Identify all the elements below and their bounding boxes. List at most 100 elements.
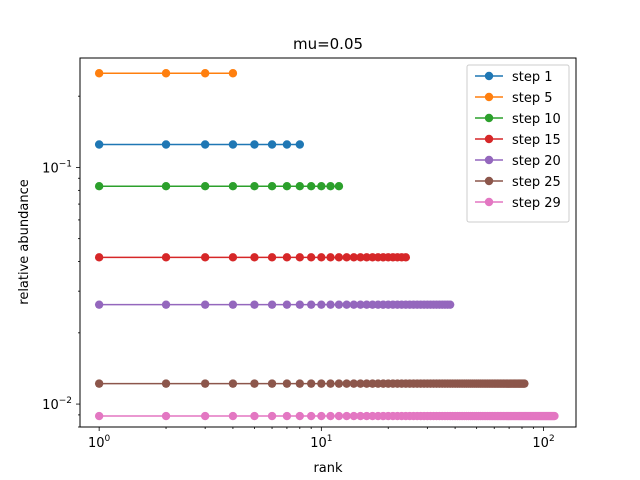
data-point — [282, 140, 292, 149]
series-3 — [94, 182, 344, 191]
legend-marker — [484, 113, 494, 123]
plot-frame — [79, 57, 577, 428]
data-point — [267, 253, 277, 262]
data-point — [94, 182, 104, 191]
data-point — [267, 379, 277, 388]
data-point — [267, 140, 277, 149]
data-point — [362, 253, 371, 262]
data-point — [200, 253, 210, 262]
x-tick-label: 102 — [532, 434, 554, 451]
series-2 — [94, 69, 238, 78]
data-point — [161, 379, 171, 388]
data-point — [356, 379, 365, 388]
data-point — [401, 253, 411, 262]
data-point — [94, 300, 104, 309]
x-tick-exponent: 2 — [549, 434, 555, 444]
data-point — [228, 253, 238, 262]
series-layer — [94, 69, 559, 421]
data-point — [356, 300, 365, 309]
data-point — [550, 411, 559, 421]
legend-marker — [484, 176, 494, 186]
legend-entry: step 5 — [475, 91, 553, 106]
data-point — [228, 411, 238, 421]
series-7 — [94, 411, 559, 421]
data-point — [228, 140, 238, 149]
data-point — [342, 300, 351, 309]
data-point — [161, 182, 171, 191]
data-point — [317, 411, 326, 421]
data-point — [349, 253, 359, 262]
legend-marker — [484, 197, 494, 207]
data-point — [200, 182, 210, 191]
x-tick-exponent: 0 — [105, 434, 111, 444]
data-point — [267, 300, 277, 309]
data-point — [161, 253, 171, 262]
data-point — [282, 379, 292, 388]
data-point — [334, 253, 344, 262]
y-tick-label: 10−1 — [42, 159, 72, 176]
data-point — [200, 140, 210, 149]
y-tick-exponent: −1 — [59, 159, 72, 169]
data-point — [326, 379, 335, 388]
data-point — [250, 379, 259, 388]
data-point — [349, 411, 359, 421]
legend-label: step 1 — [512, 70, 553, 85]
data-point — [326, 411, 335, 421]
series-4 — [94, 253, 411, 262]
legend-label: step 25 — [512, 175, 561, 190]
data-point — [342, 379, 351, 388]
data-point — [228, 69, 238, 78]
data-point — [342, 253, 351, 262]
data-point — [282, 411, 292, 421]
data-point — [250, 182, 259, 191]
data-point — [326, 300, 335, 309]
series-5 — [94, 300, 455, 309]
legend-entry: step 10 — [475, 112, 561, 127]
x-axis-label: rank — [313, 461, 343, 476]
data-point — [362, 411, 371, 421]
data-point — [295, 411, 305, 421]
data-point — [306, 411, 316, 421]
data-point — [200, 379, 210, 388]
data-point — [356, 411, 365, 421]
x-tick-label: 100 — [88, 434, 111, 451]
legend-marker — [484, 155, 494, 165]
data-point — [250, 300, 259, 309]
data-point — [282, 182, 292, 191]
x-tick-exponent: 1 — [327, 434, 333, 444]
data-point — [228, 300, 238, 309]
legend-entry: step 25 — [475, 175, 561, 190]
data-point — [306, 182, 316, 191]
data-point — [317, 253, 326, 262]
data-point — [94, 411, 104, 421]
data-point — [161, 140, 171, 149]
x-tick-label: 101 — [310, 434, 332, 451]
data-point — [342, 411, 351, 421]
data-point — [326, 182, 335, 191]
data-point — [161, 411, 171, 421]
data-point — [250, 253, 259, 262]
data-point — [306, 300, 316, 309]
data-point — [161, 69, 171, 78]
data-point — [295, 300, 305, 309]
legend-label: step 29 — [512, 196, 561, 211]
data-point — [334, 379, 344, 388]
data-point — [356, 253, 365, 262]
data-point — [228, 379, 238, 388]
data-point — [94, 253, 104, 262]
chart-title: mu=0.05 — [293, 35, 363, 53]
data-point — [267, 182, 277, 191]
data-point — [362, 300, 371, 309]
data-point — [349, 379, 359, 388]
data-point — [282, 300, 292, 309]
legend-label: step 15 — [512, 133, 561, 148]
legend-entry: step 20 — [475, 154, 561, 169]
data-point — [317, 182, 326, 191]
data-point — [200, 300, 210, 309]
data-point — [250, 411, 259, 421]
data-point — [306, 379, 316, 388]
data-point — [317, 300, 326, 309]
data-point — [161, 300, 171, 309]
series-1 — [94, 140, 305, 149]
data-point — [334, 182, 344, 191]
